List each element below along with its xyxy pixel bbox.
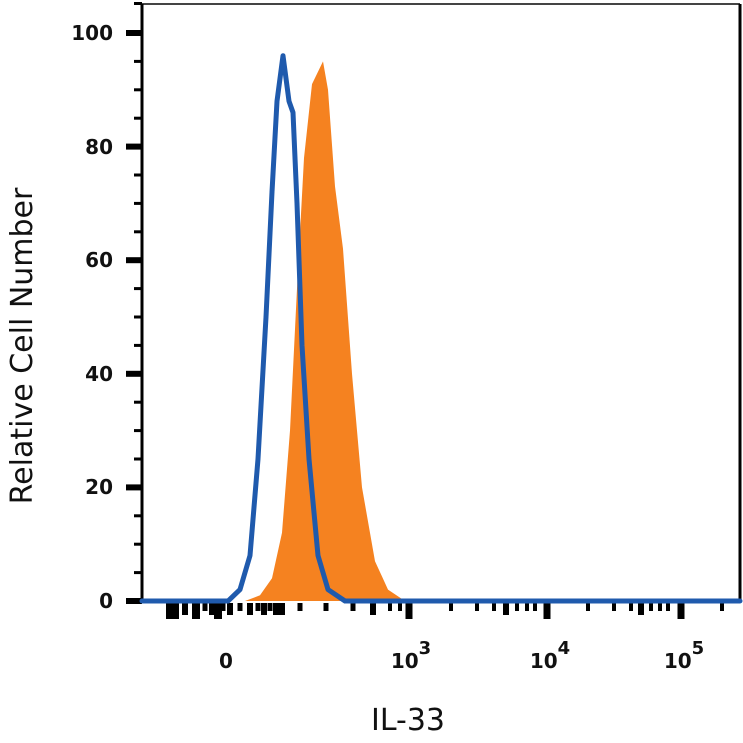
x-tick-label-1e5: 105 [664, 638, 704, 673]
y-tick-label-40: 40 [85, 362, 113, 386]
y-axis-ticks [126, 2, 142, 604]
plot-frame [140, 3, 742, 603]
y-axis-tick-labels: 0 20 40 60 80 100 [71, 21, 113, 613]
x-axis-ticks [166, 603, 724, 619]
x-axis-tick-labels: 0 103 104 105 [219, 638, 704, 673]
y-tick-label-20: 20 [85, 475, 113, 499]
y-tick-label-60: 60 [85, 248, 113, 272]
series-isotype-control-outline [139, 53, 743, 604]
y-axis-title: Relative Cell Number [5, 187, 40, 504]
x-tick-label-1e3: 103 [391, 638, 431, 673]
series-il33-stained-area [245, 61, 405, 601]
x-axis-title: IL-33 [371, 703, 445, 738]
x-tick-label-0: 0 [219, 649, 233, 673]
y-tick-label-0: 0 [99, 589, 113, 613]
y-tick-label-80: 80 [85, 135, 113, 159]
y-tick-label-100: 100 [71, 21, 113, 45]
x-tick-label-1e4: 104 [530, 638, 570, 673]
